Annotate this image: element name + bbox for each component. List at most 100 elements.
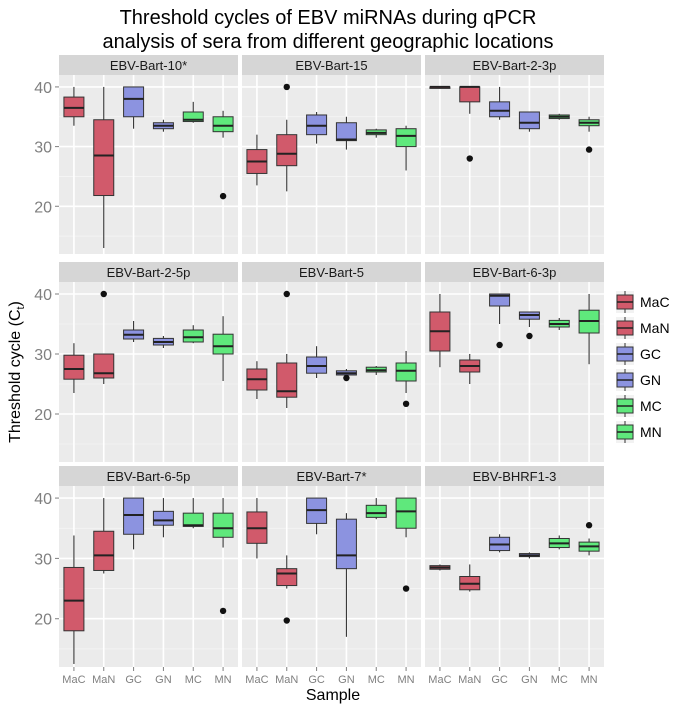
- box-MaC: [429, 85, 451, 89]
- box-MaC: [63, 535, 85, 664]
- box-iqr: [335, 518, 357, 570]
- outlier-point: [496, 341, 503, 349]
- box-iqr: [93, 119, 115, 197]
- facet-panel: EBV-Bart-6-3p: [425, 262, 604, 462]
- box-iqr: [152, 510, 174, 526]
- box-iqr: [212, 116, 234, 133]
- legend-entry: MC: [616, 395, 662, 417]
- box-iqr: [93, 353, 115, 379]
- box-iqr: [182, 329, 204, 343]
- facet-strip: [425, 262, 604, 282]
- box-MN: [212, 316, 234, 381]
- x-tick-label: GN: [155, 674, 172, 686]
- box-iqr: [518, 111, 540, 130]
- box-iqr: [182, 512, 204, 527]
- box-iqr: [63, 354, 85, 380]
- box-MN: [212, 110, 234, 200]
- x-tick-label: MaN: [92, 674, 115, 686]
- facet-strip: [242, 466, 421, 486]
- box-iqr: [123, 86, 145, 118]
- box-MaN: [93, 290, 115, 384]
- box-MC: [182, 325, 204, 344]
- outlier-point: [219, 192, 227, 200]
- box-MC: [365, 128, 387, 138]
- outlier-point: [283, 290, 290, 298]
- y-tick-label: 20: [34, 199, 52, 216]
- box-MaC: [63, 86, 85, 126]
- x-tick-label: MC: [551, 674, 568, 686]
- box-GC: [123, 497, 145, 550]
- x-tick-label: MaN: [458, 674, 481, 686]
- box-iqr: [395, 362, 417, 382]
- box-MC: [182, 498, 204, 529]
- chart-title-line-1: Threshold cycles of EBV miRNAs during qP…: [120, 7, 537, 29]
- outlier-point: [283, 83, 290, 91]
- box-MN: [578, 522, 600, 556]
- box-iqr: [63, 566, 85, 632]
- box-GN: [335, 116, 357, 150]
- box-MN: [395, 125, 417, 171]
- x-tick-label: MN: [581, 674, 598, 686]
- box-MaN: [459, 85, 481, 162]
- box-GC: [306, 346, 328, 378]
- outlier-point: [585, 146, 593, 153]
- outlier-point: [219, 607, 227, 615]
- box-GN: [518, 311, 540, 340]
- y-tick-label: 20: [34, 407, 52, 424]
- facet-strip: [59, 262, 238, 282]
- box-MaC: [246, 498, 268, 559]
- facet-strip: [242, 262, 421, 282]
- y-axis-title: Threshold cycle (Ct): [7, 301, 27, 443]
- y-tick-label: 20: [34, 612, 52, 629]
- box-MN: [578, 294, 600, 365]
- legend: MaC MaN GC GN MC MN: [616, 291, 670, 443]
- box-iqr: [459, 86, 481, 103]
- box-iqr: [276, 134, 298, 167]
- panel-background: [59, 282, 238, 462]
- x-tick-label: MN: [398, 674, 415, 686]
- x-tick-label: MaC: [245, 674, 268, 686]
- facet-strip-label: EBV-Bart-15: [295, 58, 367, 73]
- box-MN: [578, 116, 600, 153]
- y-tick-label: 30: [34, 140, 52, 157]
- facet-panel: EBV-Bart-5: [242, 262, 421, 462]
- box-iqr: [489, 293, 511, 307]
- box-GN: [335, 369, 357, 382]
- outlier-point: [526, 332, 533, 340]
- facet-strip: [425, 55, 604, 75]
- panel-background: [59, 486, 238, 667]
- box-GC: [489, 293, 511, 349]
- outlier-point: [402, 400, 410, 407]
- outlier-point: [100, 290, 107, 298]
- box-MaC: [429, 564, 451, 571]
- panel-background: [59, 75, 238, 254]
- panel-background: [242, 486, 421, 667]
- facet-panel: EBV-Bart-2-5p 20 30 40: [34, 262, 238, 462]
- legend-label: MN: [640, 424, 662, 440]
- box-MaN: [276, 290, 298, 408]
- outlier-point: [466, 155, 473, 162]
- legend-label: MaC: [640, 294, 670, 310]
- box-GC: [123, 86, 145, 129]
- box-iqr: [395, 128, 417, 148]
- panel-background: [425, 486, 604, 667]
- facet-strip-label: EBV-Bart-10*: [110, 58, 187, 73]
- box-MaC: [429, 294, 451, 368]
- box-GN: [152, 498, 174, 538]
- box-MC: [365, 498, 387, 520]
- x-tick-label: GC: [125, 674, 142, 686]
- box-iqr: [182, 111, 204, 123]
- outlier-point: [585, 522, 593, 529]
- facet-strip-label: EBV-Bart-6-5p: [107, 469, 191, 484]
- outlier-point: [283, 617, 290, 624]
- box-GC: [489, 86, 511, 120]
- x-tick-label: GN: [338, 674, 355, 686]
- facet-strip-label: EBV-Bart-7*: [296, 469, 366, 484]
- box-MaC: [246, 134, 268, 186]
- facet-strip: [59, 466, 238, 486]
- legend-entry: GN: [616, 369, 661, 391]
- facet-strip-label: EBV-Bart-6-3p: [473, 265, 557, 280]
- legend-label: GN: [640, 372, 661, 388]
- svg-text:Threshold cycle (Ct): Threshold cycle (Ct): [7, 301, 27, 443]
- facet-strip: [242, 55, 421, 75]
